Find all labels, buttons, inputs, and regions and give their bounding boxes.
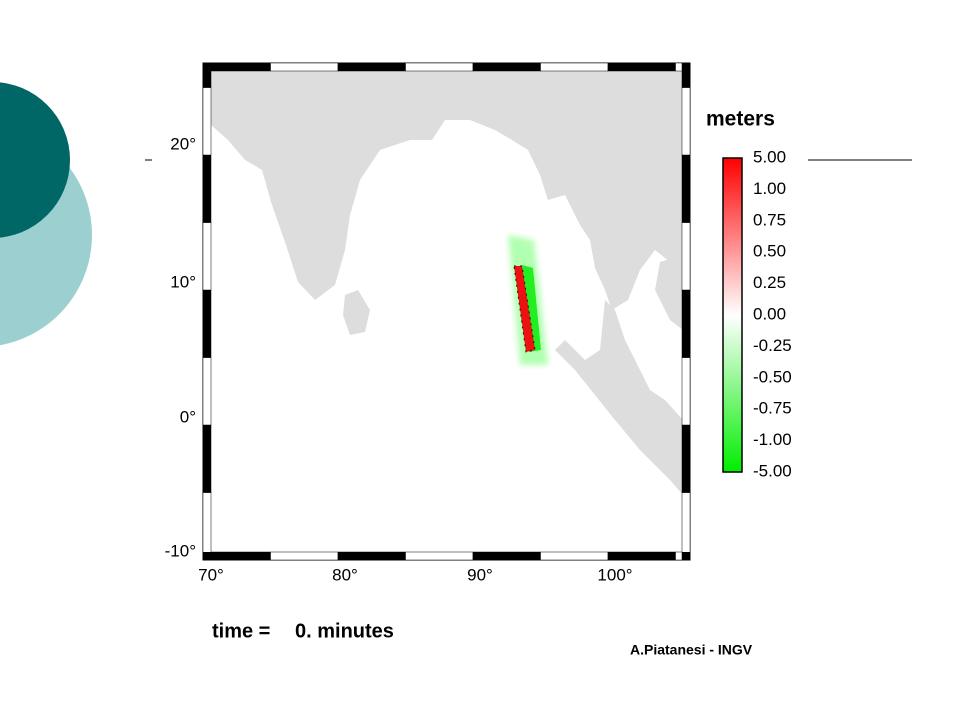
- frame-seg: [681, 289, 691, 358]
- colorbar-label: 5.00: [753, 147, 786, 166]
- frame-seg: [202, 289, 212, 358]
- colorbar-label: 0.75: [753, 210, 786, 229]
- frame-seg: [202, 87, 212, 156]
- colorbar-title: meters: [706, 108, 775, 131]
- frame-seg: [540, 551, 609, 561]
- land: [555, 300, 683, 495]
- frame-seg: [681, 424, 691, 493]
- lat-label: 0°: [180, 407, 196, 426]
- lat-label: 20°: [170, 134, 196, 153]
- frame-seg: [472, 62, 541, 72]
- colorbar-label: 0.00: [753, 304, 786, 323]
- frame-seg: [405, 62, 474, 72]
- frame-corner: [203, 63, 211, 71]
- lon-label: 90°: [467, 565, 493, 584]
- colorbar-label: -0.50: [753, 367, 792, 386]
- frame-seg: [202, 492, 212, 561]
- lat-label: 10°: [170, 272, 196, 291]
- map: [202, 62, 691, 561]
- frame-corner: [682, 63, 690, 71]
- colorbar: [722, 157, 743, 473]
- frame-seg: [681, 357, 691, 426]
- frame-seg: [270, 62, 339, 72]
- frame-corner: [203, 552, 211, 560]
- frame-seg: [681, 154, 691, 223]
- frame-seg: [405, 551, 474, 561]
- colorbar-label: 0.50: [753, 242, 786, 261]
- frame-seg: [540, 62, 609, 72]
- frame-seg: [202, 551, 271, 561]
- deco-circle: [0, 82, 70, 238]
- frame-seg: [607, 551, 676, 561]
- land: [655, 255, 683, 330]
- frame-seg: [681, 87, 691, 156]
- land: [211, 71, 683, 310]
- frame-seg: [681, 492, 691, 561]
- colorbar-label: -1.00: [753, 430, 792, 449]
- frame-seg: [202, 62, 271, 72]
- frame-seg: [337, 551, 406, 561]
- caption-value: 0. minutes: [295, 620, 394, 642]
- lon-label: 80°: [332, 565, 358, 584]
- colorbar-label: -0.75: [753, 399, 792, 418]
- lon-label: 100°: [597, 565, 632, 584]
- land: [343, 290, 370, 335]
- frame-seg: [337, 62, 406, 72]
- colorbar-label: 0.25: [753, 273, 786, 292]
- frame-corner: [682, 552, 690, 560]
- frame-seg: [607, 62, 676, 72]
- frame-seg: [681, 222, 691, 291]
- colorbar-label: -0.25: [753, 336, 792, 355]
- lon-label: 70°: [198, 565, 224, 584]
- frame-seg: [202, 357, 212, 426]
- frame-seg: [202, 424, 212, 493]
- lat-label: -10°: [165, 541, 196, 560]
- colorbar-label: 1.00: [753, 179, 786, 198]
- frame-seg: [472, 551, 541, 561]
- frame-seg: [202, 154, 212, 223]
- frame-seg: [202, 222, 212, 291]
- wave-crest: [513, 265, 536, 353]
- map-frame: [202, 62, 691, 561]
- caption-label: time =: [212, 620, 270, 642]
- frame-seg: [270, 551, 339, 561]
- credit: A.Piatanesi - INGV: [630, 642, 753, 658]
- wave-trough: [522, 265, 541, 352]
- colorbar-label: -5.00: [753, 461, 792, 480]
